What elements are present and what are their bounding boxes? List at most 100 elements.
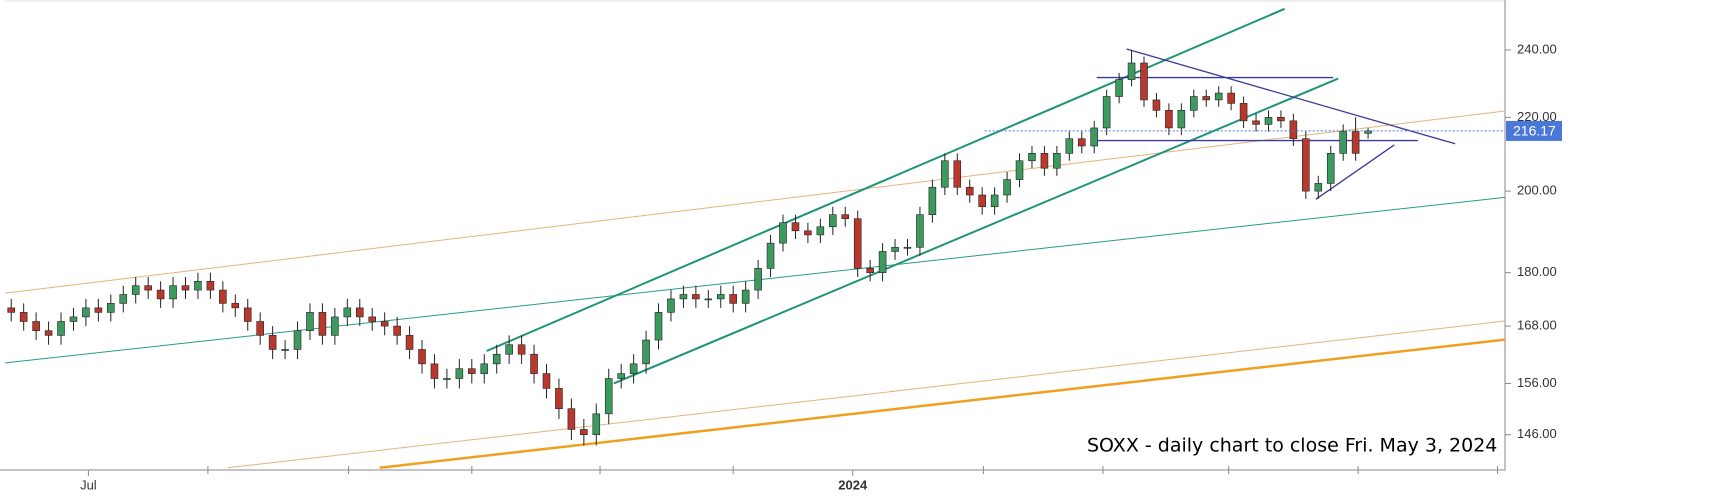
- candle-body: [542, 373, 551, 389]
- candle-body: [1090, 127, 1098, 147]
- candle-body: [443, 378, 451, 380]
- candle-body: [654, 312, 663, 341]
- candle-body: [1115, 79, 1123, 97]
- candle-body: [978, 194, 986, 208]
- candle-body: [754, 268, 762, 291]
- candle-body: [1227, 92, 1235, 104]
- candle-body: [156, 289, 165, 300]
- x-tick-label: 2024: [838, 477, 868, 492]
- candle-body: [94, 307, 103, 313]
- candle-body: [293, 330, 302, 350]
- candle-body: [206, 281, 215, 291]
- candle-body: [219, 289, 227, 304]
- candle-body: [1277, 117, 1285, 122]
- trendline: [379, 338, 1505, 470]
- candle-body: [418, 349, 426, 365]
- candle-body: [878, 251, 887, 273]
- candle-body: [816, 226, 825, 236]
- candle-body: [69, 316, 78, 322]
- candle-body: [355, 307, 364, 318]
- candle-body: [194, 281, 202, 291]
- candle-body: [1102, 96, 1111, 129]
- candle-body: [517, 344, 526, 355]
- candle-body: [953, 160, 962, 188]
- candle-body: [903, 246, 912, 249]
- candle-body: [804, 230, 812, 236]
- candle-body: [1326, 153, 1335, 184]
- candle-body: [430, 363, 439, 379]
- candle-body: [468, 368, 476, 374]
- candle-body: [32, 321, 40, 332]
- candle-body: [44, 330, 53, 336]
- trendline: [486, 7, 1286, 352]
- candle-body: [779, 222, 787, 244]
- candle-body: [555, 388, 563, 409]
- candle-body: [1202, 96, 1211, 101]
- candle-body: [866, 268, 874, 273]
- candle-body: [1053, 153, 1061, 169]
- trendline: [1126, 48, 1456, 145]
- candle-body: [941, 160, 949, 188]
- trendline: [227, 320, 1505, 469]
- candle-body: [829, 214, 837, 228]
- candle-body: [1140, 62, 1148, 101]
- candle-body: [1239, 103, 1248, 122]
- candle-body: [679, 294, 688, 300]
- candle-body: [144, 285, 152, 291]
- candle-body: [131, 285, 140, 295]
- candle-body: [729, 294, 738, 304]
- candle-body: [1264, 117, 1273, 125]
- candle-body: [1077, 138, 1086, 147]
- candle-body: [455, 368, 464, 379]
- candle-body: [642, 339, 650, 365]
- candle-body: [692, 294, 700, 300]
- candle-body: [1040, 153, 1049, 169]
- candle-body: [57, 321, 65, 336]
- candle-body: [1065, 138, 1074, 154]
- y-tick-label: 180.00: [1517, 264, 1557, 279]
- candle-body: [965, 186, 974, 196]
- y-tick-label: 240.00: [1517, 41, 1557, 56]
- candle-body: [1015, 160, 1024, 180]
- y-tick-label: 146.00: [1517, 426, 1557, 441]
- candle-body: [1364, 130, 1372, 134]
- trendline: [1315, 144, 1395, 200]
- candle-body: [368, 316, 377, 322]
- annotation: SOXX - daily chart to close Fri. May 3, …: [1087, 435, 1497, 457]
- candle-body: [580, 429, 588, 436]
- candle-body: [766, 242, 775, 269]
- candle-body: [1252, 120, 1260, 125]
- candle-body: [617, 373, 625, 379]
- candle-body: [231, 303, 240, 309]
- candle-body: [82, 307, 90, 318]
- candle-body: [1302, 138, 1310, 192]
- candle-body: [1314, 183, 1323, 192]
- candle-body: [853, 218, 862, 269]
- candle-body: [530, 353, 538, 374]
- candle-body: [492, 353, 501, 365]
- candle-body: [741, 289, 750, 304]
- trendline: [613, 77, 1339, 385]
- candle-body: [393, 325, 401, 336]
- candle-body: [667, 298, 675, 313]
- candle-body: [791, 222, 800, 232]
- candle-body: [1177, 110, 1186, 129]
- y-tick-label: 156.00: [1517, 375, 1557, 390]
- candle-body: [928, 186, 937, 215]
- candle-body: [1028, 153, 1036, 162]
- candle-body: [990, 194, 999, 208]
- candle-body: [1351, 131, 1360, 154]
- candle-body: [318, 312, 327, 336]
- candle-body: [604, 378, 613, 415]
- candle-body: [331, 316, 339, 336]
- candle-body: [1190, 96, 1198, 111]
- candle-body: [243, 307, 252, 322]
- candle-body: [7, 307, 16, 313]
- candle-body: [1127, 62, 1136, 80]
- candle-body: [1152, 99, 1161, 111]
- candle-body: [306, 312, 314, 332]
- candle-body: [1214, 92, 1223, 101]
- candle-body: [916, 214, 924, 248]
- candle-body: [256, 321, 264, 336]
